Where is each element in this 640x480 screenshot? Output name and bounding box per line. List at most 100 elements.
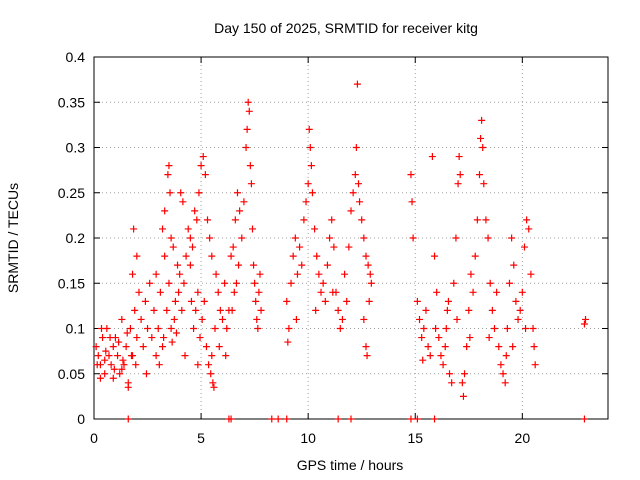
data-point [431,252,439,260]
data-point [92,343,100,351]
data-point [163,306,171,314]
data-point [236,207,244,215]
data-point [96,374,104,382]
x-tick-label: 15 [407,430,423,446]
data-point [529,325,537,332]
data-point [146,279,154,287]
data-point [167,234,175,242]
data-point [287,279,295,287]
data-point [169,243,177,251]
data-point [580,415,588,423]
data-point [187,297,195,305]
data-point [202,343,210,351]
data-point [247,180,255,188]
data-point [250,261,258,269]
data-point [251,279,259,287]
data-point [195,189,203,197]
data-point [186,261,194,269]
data-point [246,162,254,170]
data-point [363,352,371,360]
data-point [293,270,301,278]
data-point [93,361,101,369]
data-point [107,361,115,369]
data-point [502,352,510,360]
data-point [432,325,440,332]
data-point [120,361,128,369]
y-tick-label: 0.35 [58,94,85,110]
data-point [228,306,236,314]
data-point [505,279,513,287]
data-point [311,225,319,233]
y-tick-label: 0.2 [66,230,86,246]
data-point [184,225,192,233]
x-axis-label: GPS time / hours [297,457,404,473]
data-point [455,153,463,161]
data-point [347,415,355,423]
data-point [317,288,325,296]
data-point [341,270,349,278]
data-point [186,234,194,242]
data-point [304,180,312,188]
data-point [240,198,248,206]
data-point [308,189,316,197]
data-point [245,107,253,115]
data-point [126,325,134,332]
x-tick-label: 20 [515,430,531,446]
data-point [353,80,361,88]
data-point [109,374,117,382]
data-point [192,306,200,314]
data-point [124,415,132,423]
data-point [165,279,173,287]
data-point [123,329,131,337]
data-point [315,270,323,278]
data-point [110,365,118,373]
data-point [473,216,481,224]
data-point [124,383,132,391]
x-tick-label: 5 [197,430,205,446]
data-point [150,306,158,314]
data-point [493,288,501,296]
data-point [312,306,320,314]
data-point [200,297,208,305]
data-point [362,252,370,260]
data-point [152,352,160,360]
data-point [313,252,321,260]
data-point [216,306,224,314]
data-point [407,415,415,423]
data-point [463,343,471,351]
data-point [503,325,511,332]
data-point [168,338,176,346]
data-point [231,216,239,224]
data-point [99,334,107,342]
data-point [154,325,162,332]
data-point [334,415,342,423]
data-point [479,144,487,151]
y-axis-label: SRMTID / TECUs [5,183,21,293]
data-point [194,361,202,369]
data-point [453,315,461,323]
data-point [160,334,168,342]
data-point [307,162,315,170]
data-point [360,315,368,323]
data-point [469,288,477,296]
data-point [437,352,445,360]
data-point [114,352,122,360]
data-point [142,370,150,378]
data-point [122,343,130,351]
data-point [495,343,503,351]
data-point [199,153,207,161]
data-point [510,261,518,269]
data-point [334,306,342,314]
data-point [101,356,109,364]
data-point [408,198,416,206]
data-point [274,415,282,423]
data-point [257,306,265,314]
data-point [283,297,291,305]
data-point [306,144,314,151]
data-point [461,370,469,378]
x-tick-label: 0 [90,430,98,446]
data-point [580,320,588,328]
data-point [345,243,353,251]
data-point [454,180,462,188]
